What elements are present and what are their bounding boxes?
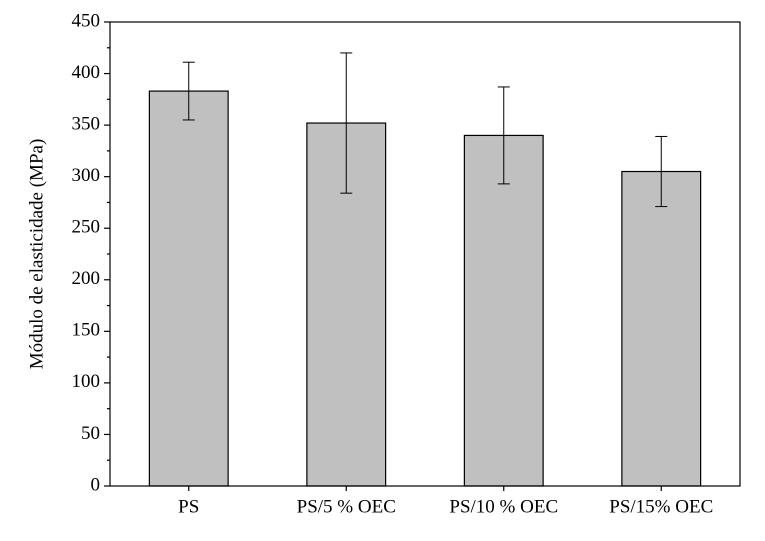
y-tick-label: 300 <box>72 165 101 186</box>
bar <box>621 170 702 487</box>
x-tick-label: PS <box>178 496 199 517</box>
y-tick-label: 250 <box>72 217 101 238</box>
y-tick-label: 0 <box>91 474 101 495</box>
y-tick-label: 350 <box>72 113 101 134</box>
plot-frame <box>109 21 741 487</box>
y-tick-label: 400 <box>72 62 101 83</box>
error-bar <box>182 61 195 121</box>
y-tick-label: 200 <box>72 268 101 289</box>
x-tick-label: PS/10 % OEC <box>449 496 558 517</box>
y-tick-label: 450 <box>72 10 101 31</box>
y-axis-label: Módulo de elasticidade (MPa) <box>26 139 47 370</box>
error-bar <box>655 135 668 208</box>
y-tick-label: 150 <box>72 320 101 341</box>
x-tick-label: PS/5 % OEC <box>297 496 396 517</box>
error-bar <box>497 86 510 185</box>
x-tick-label: PS/15% OEC <box>609 496 713 517</box>
y-tick-label: 50 <box>81 423 100 444</box>
bar <box>463 134 544 487</box>
y-tick-label: 100 <box>72 371 101 392</box>
bar <box>148 90 229 487</box>
error-bar <box>340 52 353 194</box>
